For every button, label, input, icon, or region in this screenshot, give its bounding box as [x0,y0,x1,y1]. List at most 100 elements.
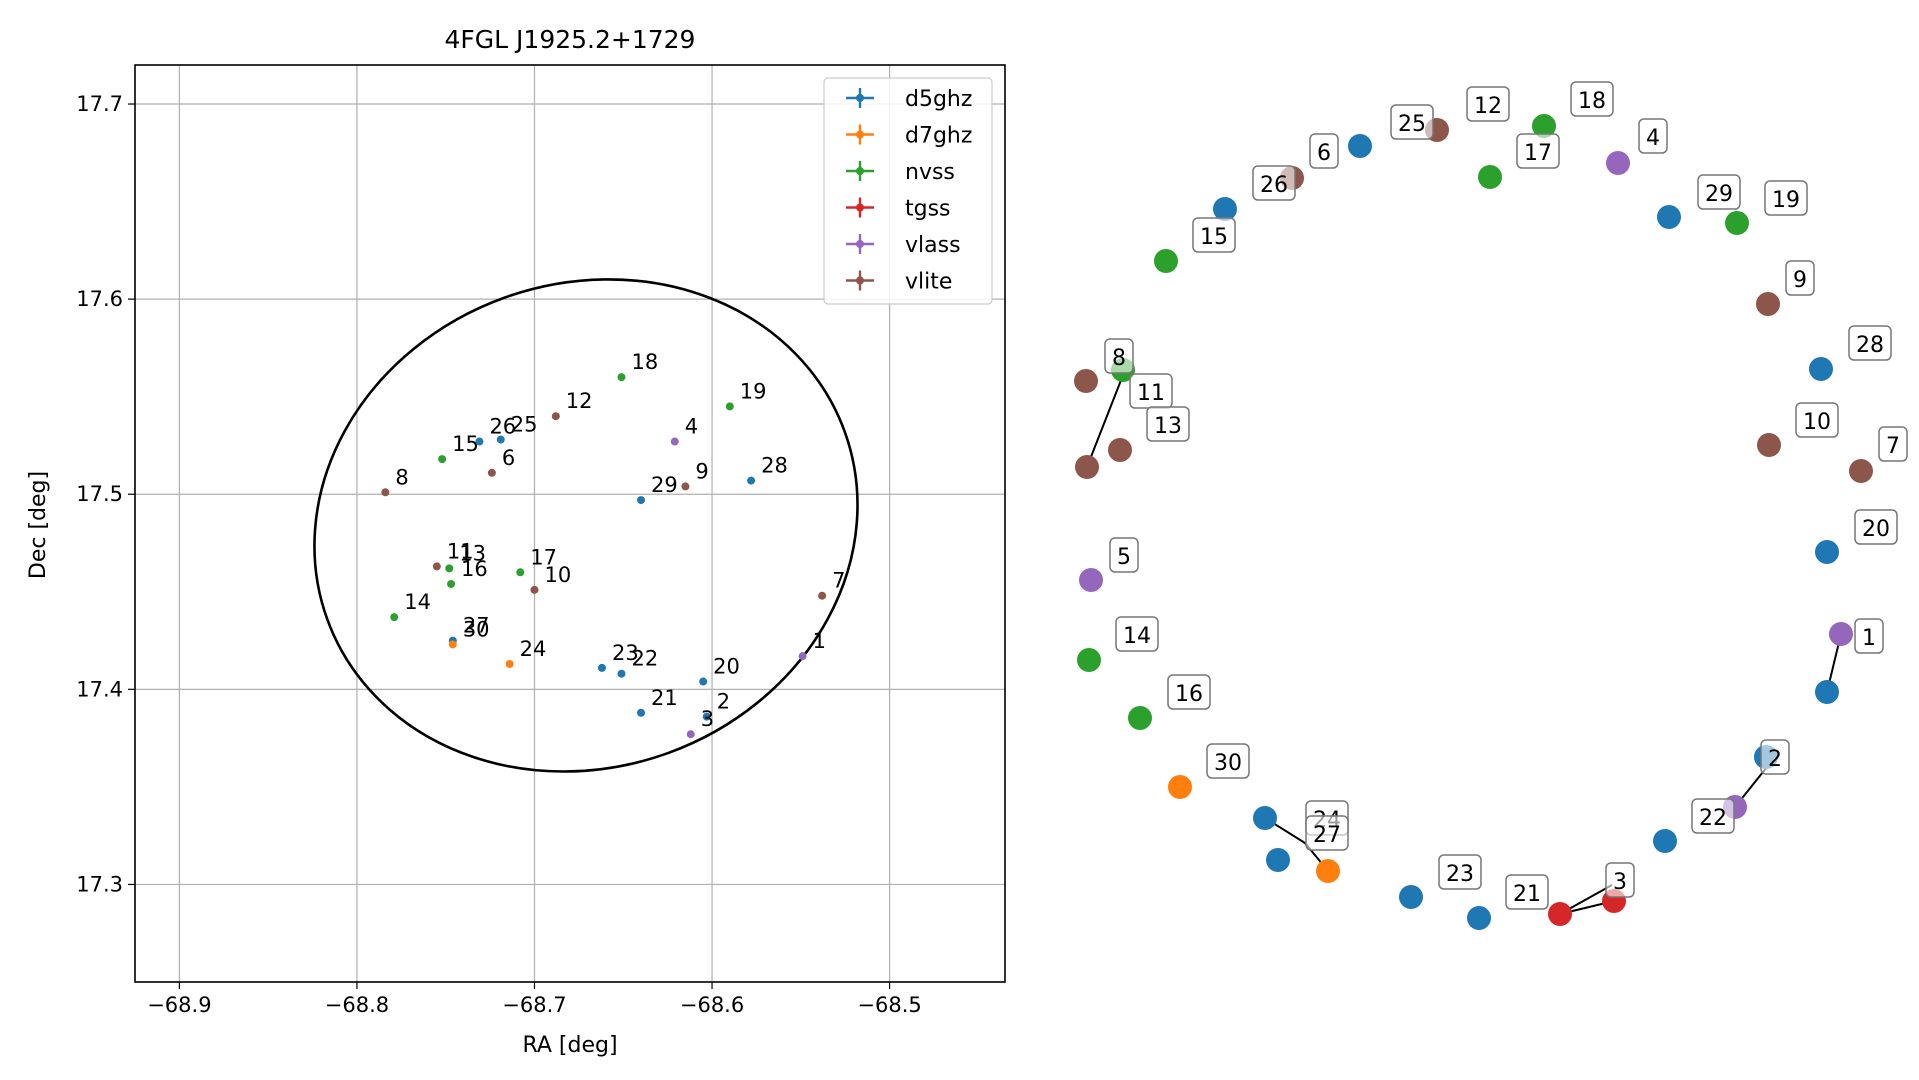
source-point-25 [496,435,505,444]
marker-label-box-1 [1854,618,1884,654]
source-point-8 [381,488,390,497]
marker-dot-29 [1657,205,1681,229]
marker-dot-27 [1266,848,1290,872]
source-label-16: 16 [461,557,488,581]
marker-dot-4 [1606,151,1630,175]
marker-dot-24 [1316,859,1340,883]
marker-label-box-17 [1516,133,1560,169]
source-point-26 [475,437,484,446]
marker-label-box-26 [1252,165,1296,201]
marker-label-box-6 [1309,133,1339,169]
marker-label-1: 1 [1862,626,1876,651]
y-tick-label: 17.4 [76,677,123,701]
legend-label-d5ghz: d5ghz [905,87,972,112]
legend-label-vlite: vlite [905,270,952,295]
marker-dot-25 [1348,134,1372,158]
y-tick-label: 17.6 [76,287,123,311]
marker-label-3: 3 [1613,870,1627,895]
source-point-19 [725,402,734,411]
marker-label-10: 10 [1803,410,1831,435]
marker-label-12: 12 [1474,94,1502,119]
marker-label-19: 19 [1772,188,1800,213]
x-tick-label: −68.9 [147,993,211,1017]
marker-label-27: 27 [1313,823,1341,848]
source-point-15 [438,455,447,464]
marker-label-22: 22 [1699,806,1727,831]
source-label-23: 23 [612,641,639,665]
legend-label-tgss: tgss [905,197,951,222]
marker-label-23: 23 [1446,862,1474,887]
ellipse-layer [313,278,859,773]
marker-label-box-4 [1638,118,1668,154]
source-point-21 [637,708,646,717]
marker-label-7: 7 [1886,434,1900,459]
marker-dot-7 [1849,459,1873,483]
marker-label-2: 2 [1768,747,1782,772]
source-label-29: 29 [651,473,678,497]
marker-label-box-5 [1109,537,1139,573]
source-label-15: 15 [452,432,479,456]
source-point-9 [681,482,690,491]
marker-dot-18 [1532,114,1556,138]
marker-label-6: 6 [1317,141,1331,166]
marker-label-28: 28 [1856,333,1884,358]
source-point-30 [448,640,457,649]
marker-dot-14 [1077,648,1101,672]
marker-label-18: 18 [1578,89,1606,114]
source-label-24: 24 [520,637,547,661]
source-label-6: 6 [502,446,515,470]
marker-label-20: 20 [1862,517,1890,542]
legend-label-vlass: vlass [905,233,961,258]
marker-dot-17 [1478,165,1502,189]
marker-dot-10 [1757,433,1781,457]
marker-label-8: 8 [1112,346,1126,371]
source-label-7: 7 [832,569,845,593]
marker-label-box-8 [1104,338,1134,374]
marker-label-box-29 [1697,174,1741,210]
source-label-22: 22 [631,647,658,671]
marker-dot-5 [1079,568,1103,592]
marker-dot-26 [1213,197,1237,221]
source-label-25: 25 [511,413,538,437]
x-tick-label: −68.5 [857,993,921,1017]
legend-marker-dot-vlass [856,240,864,248]
marker-label-box-27 [1305,815,1349,851]
marker-label-box-13 [1146,406,1190,442]
x-tick-label: −68.6 [680,993,744,1017]
marker-label-box-10 [1795,402,1839,438]
legend-marker-dot-vlite [856,276,864,285]
marker-label-14: 14 [1123,624,1151,649]
marker-labels: 25 12 18 6 17 4 26 29 19 15 9 28 8 11 13 10 7 20 5 1 14 16 2 30… [1104,81,1908,910]
marker-dot-20 [1815,540,1839,564]
source-point-28 [747,476,756,485]
localization-ellipse [313,278,859,773]
marker-dot-9 [1756,292,1780,316]
source-label-26: 26 [489,415,516,439]
marker-label-9: 9 [1793,268,1807,293]
source-point-16 [447,579,456,588]
x-tick-label: −68.8 [325,993,389,1017]
source-label-9: 9 [695,459,708,483]
marker-dot-19 [1725,211,1749,235]
source-point-22 [617,669,626,678]
marker-label-4: 4 [1646,126,1660,151]
source-point-2 [702,712,711,721]
x-axis-label: RA [deg] [522,1033,617,1058]
y-axis-label: Dec [deg] [26,471,51,579]
source-label-27: 27 [463,614,490,638]
marker-dot-28 [1809,357,1833,381]
d5ghz-dot-24 [1253,806,1277,830]
marker-dot-8 [1074,369,1098,393]
source-label-14: 14 [404,590,431,614]
source-label-19: 19 [740,379,767,403]
source-point-23 [597,663,606,672]
marker-label-26: 26 [1260,173,1288,198]
marker-label-13: 13 [1154,414,1182,439]
marker-dot-15 [1154,249,1178,273]
source-label-28: 28 [761,454,788,478]
marker-label-box-28 [1848,325,1892,361]
y-tick-label: 17.3 [76,872,123,896]
marker-dot-13 [1108,438,1132,462]
marker-dot-16 [1128,706,1152,730]
marker-dot-22 [1653,829,1677,853]
